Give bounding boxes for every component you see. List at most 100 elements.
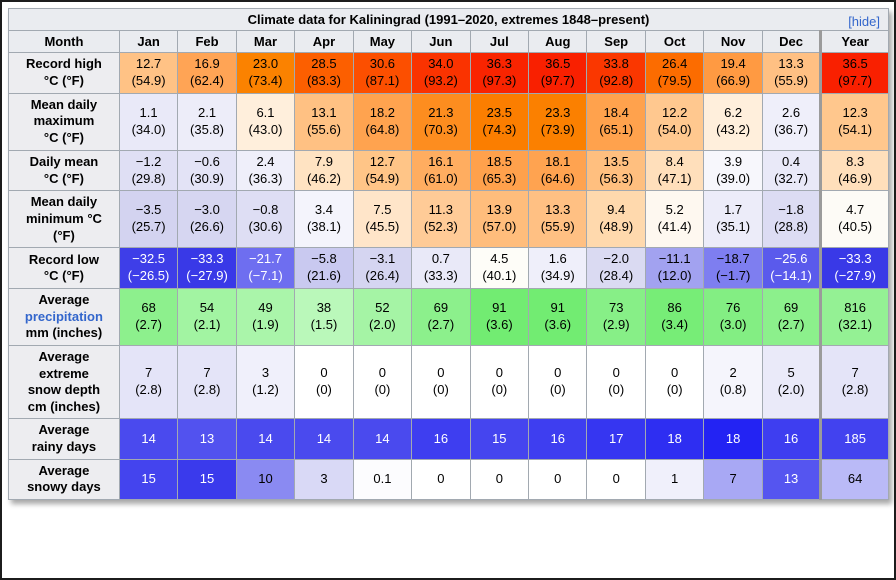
data-cell: 0 (528, 458, 588, 500)
data-cell: 3 (294, 458, 354, 500)
data-cell: 33.8 (92.8) (586, 52, 646, 94)
data-cell: 0.7 (33.3) (411, 247, 471, 290)
data-cell: −11.1 (12.0) (644, 247, 705, 290)
data-cell: −3.1 (26.4) (352, 247, 413, 290)
data-cell: 13.3 (55.9) (761, 52, 822, 94)
column-header: Apr (294, 30, 354, 53)
data-cell: −33.3 (−27.9) (177, 247, 237, 290)
data-cell: 18.1 (64.6) (528, 149, 588, 192)
data-cell: 36.5 (97.7) (819, 52, 889, 94)
table-title: Climate data for Kaliningrad (1991–2020,… (247, 12, 650, 27)
row-header: Average rainy days (8, 418, 120, 460)
data-cell: 2.1 (35.8) (177, 92, 237, 151)
table-title-cell: Climate data for Kaliningrad (1991–2020,… (8, 8, 889, 31)
data-cell: 18.4 (65.1) (586, 92, 646, 151)
data-cell: −25.6 (−14.1) (761, 247, 822, 290)
column-header: Feb (177, 30, 237, 53)
data-cell: 0 (411, 458, 471, 500)
data-cell: 91 (3.6) (469, 288, 530, 346)
data-cell: 8.4 (47.1) (644, 149, 705, 192)
data-cell: 8.3 (46.9) (819, 149, 889, 192)
table-row: Average extreme snow depth cm (inches) 7(… (8, 344, 889, 420)
data-cell: 10 (235, 458, 296, 500)
column-header: Oct (644, 30, 705, 53)
row-header: Record high °C (°F) (8, 52, 120, 94)
data-cell: 91 (3.6) (528, 288, 588, 346)
data-cell: 2 (0.8) (703, 344, 763, 420)
data-cell: −18.7 (−1.7) (703, 247, 763, 290)
data-cell: 816 (32.1) (819, 288, 889, 346)
data-cell: 0 (0) (586, 344, 646, 420)
data-cell: 2.6 (36.7) (761, 92, 822, 151)
climate-table: Climate data for Kaliningrad (1991–2020,… (8, 8, 889, 500)
data-cell: 30.6 (87.1) (352, 52, 413, 94)
data-cell: 12.7 (54.9) (352, 149, 413, 192)
column-header: Year (819, 30, 889, 53)
data-cell: 86 (3.4) (644, 288, 705, 346)
data-cell: 0 (469, 458, 530, 500)
row-header: Record low °C (°F) (8, 247, 120, 290)
data-cell: 3 (1.2) (235, 344, 296, 420)
data-cell: 7 (2.8) (118, 344, 179, 420)
data-cell: 4.5 (40.1) (469, 247, 530, 290)
data-cell: 52 (2.0) (352, 288, 413, 346)
column-header: Jul (469, 30, 530, 53)
data-cell: 5.2 (41.4) (644, 190, 705, 249)
column-header: Sep (586, 30, 646, 53)
data-cell: −2.0 (28.4) (586, 247, 646, 290)
precipitation-link[interactable]: precipitation (24, 308, 103, 324)
table-row: Mean daily maximum °C (°F) 1.1 (34.0) 2.1 (3… (8, 92, 889, 151)
data-cell: 14 (352, 418, 413, 460)
data-cell: −3.5 (25.7) (118, 190, 179, 249)
data-cell: 16.1 (61.0) (411, 149, 471, 192)
data-cell: 64 (819, 458, 889, 500)
data-cell: 18.5 (65.3) (469, 149, 530, 192)
column-header: Mar (235, 30, 296, 53)
data-cell: 15 (118, 458, 179, 500)
data-cell: 1.1 (34.0) (118, 92, 179, 151)
data-cell: 14 (235, 418, 296, 460)
data-cell: 7 (703, 458, 763, 500)
table-row: Average snowy days 15 15 10 3 0.1 0 0 0 0 1 7 13 64 (8, 458, 889, 500)
row-header: Daily mean °C (°F) (8, 149, 120, 192)
month-header-row: Month Jan Feb Mar Apr May Jun Jul Aug Sep Oct Nov De… (8, 30, 889, 53)
data-cell: −1.2 (29.8) (118, 149, 179, 192)
data-cell: 16 (761, 418, 822, 460)
table-row: Average rainy days 14 13 14 14 14 16 15 16 17 18 18… (8, 418, 889, 460)
data-cell: −5.8 (21.6) (294, 247, 354, 290)
table-row: Record high °C (°F) 12.7 (54.9) 16.9 (62.4) 2… (8, 52, 889, 94)
data-cell: 7.5 (45.5) (352, 190, 413, 249)
data-cell: 2.4 (36.3) (235, 149, 296, 192)
data-cell: 1.7 (35.1) (703, 190, 763, 249)
data-cell: 5 (2.0) (761, 344, 822, 420)
data-cell: 73 (2.9) (586, 288, 646, 346)
row-header: Average extreme snow depth cm (inches) (8, 344, 120, 420)
data-cell: 11.3 (52.3) (411, 190, 471, 249)
data-cell: 16 (528, 418, 588, 460)
data-cell: 23.5 (74.3) (469, 92, 530, 151)
data-cell: 18 (703, 418, 763, 460)
column-header: Jan (118, 30, 179, 53)
data-cell: 69 (2.7) (761, 288, 822, 346)
table-row: Daily mean °C (°F) −1.2 (29.8) −0.6 (30.9) 2.… (8, 149, 889, 192)
data-cell: 13.5 (56.3) (586, 149, 646, 192)
data-cell: −1.8 (28.8) (761, 190, 822, 249)
data-cell: 0 (0) (528, 344, 588, 420)
data-cell: 34.0 (93.2) (411, 52, 471, 94)
data-cell: 23.3 (73.9) (528, 92, 588, 151)
data-cell: 21.3 (70.3) (411, 92, 471, 151)
data-cell: 28.5 (83.3) (294, 52, 354, 94)
data-cell: 36.3 (97.3) (469, 52, 530, 94)
column-header: Dec (761, 30, 822, 53)
data-cell: 0.1 (352, 458, 413, 500)
data-cell: 7 (2.8) (177, 344, 237, 420)
hide-link[interactable]: [hide] (848, 14, 880, 29)
data-cell: 185 (819, 418, 889, 460)
table-row: Average precipitation mm (inches) 68 (2.7)… (8, 288, 889, 346)
data-cell: 3.9 (39.0) (703, 149, 763, 192)
data-cell: −21.7 (−7.1) (235, 247, 296, 290)
data-cell: 15 (469, 418, 530, 460)
row-header: Average precipitation mm (inches) (8, 288, 120, 346)
data-cell: 13.3 (55.9) (528, 190, 588, 249)
